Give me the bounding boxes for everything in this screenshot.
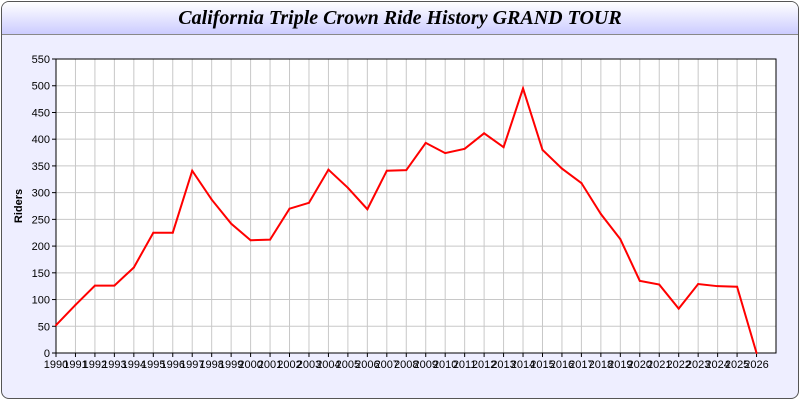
x-tick-label: 2014 [511, 359, 535, 371]
data-point [307, 201, 310, 204]
x-tick-label: 2008 [394, 359, 418, 371]
data-point [677, 307, 680, 310]
x-tick-label: 1996 [161, 359, 185, 371]
data-point [697, 283, 700, 286]
x-tick-label: 2019 [608, 359, 632, 371]
x-tick-label: 2009 [413, 359, 437, 371]
x-tick-label: 2024 [705, 359, 729, 371]
x-tick-label: 2005 [336, 359, 360, 371]
data-point [638, 279, 641, 282]
x-tick-label: 2015 [530, 359, 554, 371]
data-point [93, 284, 96, 287]
x-tick-label: 2002 [277, 359, 301, 371]
x-tick-label: 2011 [453, 359, 477, 371]
x-tick-label: 2016 [550, 359, 574, 371]
x-tick-label: 2026 [744, 359, 768, 371]
y-tick-label: 350 [32, 161, 50, 173]
x-tick-label: 2017 [569, 359, 593, 371]
data-point [191, 169, 194, 172]
x-tick-label: 1992 [83, 359, 107, 371]
data-point [327, 168, 330, 171]
y-tick-label: 100 [32, 295, 50, 307]
x-tick-label: 2018 [589, 359, 613, 371]
data-point [230, 222, 233, 225]
x-tick-label: 2012 [472, 359, 496, 371]
data-point [658, 283, 661, 286]
plot-area [56, 59, 776, 353]
data-point [288, 207, 291, 210]
data-point [424, 141, 427, 144]
data-point [210, 198, 213, 201]
chart-title: California Triple Crown Ride History GRA… [178, 7, 622, 29]
data-point [522, 87, 525, 90]
data-point [405, 169, 408, 172]
data-point [346, 186, 349, 189]
y-tick-label: 250 [32, 214, 50, 226]
data-point [366, 208, 369, 211]
x-tick-label: 1991 [63, 359, 87, 371]
x-tick-label: 2000 [238, 359, 262, 371]
data-point [541, 148, 544, 151]
y-tick-label: 300 [32, 188, 50, 200]
x-tick-label: 2022 [666, 359, 690, 371]
x-tick-label: 2025 [725, 359, 749, 371]
x-tick-label: 2007 [375, 359, 399, 371]
y-tick-label: 550 [32, 54, 50, 66]
x-tick-label: 2003 [297, 359, 321, 371]
x-tick-label: 1990 [44, 359, 68, 371]
y-tick-label: 400 [32, 134, 50, 146]
y-tick-label: 200 [32, 241, 50, 253]
data-point [171, 231, 174, 234]
data-point [716, 285, 719, 288]
data-point [55, 324, 57, 327]
x-tick-label: 2010 [433, 359, 457, 371]
x-tick-label: 2023 [686, 359, 710, 371]
x-tick-label: 1995 [141, 359, 165, 371]
data-point [132, 266, 135, 269]
data-point [74, 303, 77, 306]
x-tick-label: 1997 [180, 359, 204, 371]
data-point [560, 167, 563, 170]
y-tick-label: 450 [32, 107, 50, 119]
data-point [269, 238, 272, 241]
y-tick-label: 150 [32, 268, 50, 280]
x-tick-label: 1993 [102, 359, 126, 371]
x-tick-label: 1999 [219, 359, 243, 371]
x-tick-label: 2020 [628, 359, 652, 371]
x-tick-label: 2004 [316, 359, 340, 371]
data-point [249, 239, 252, 242]
data-point [599, 213, 602, 216]
data-point [113, 284, 116, 287]
y-tick-label: 50 [38, 321, 50, 333]
y-axis-label: Riders [13, 189, 25, 223]
x-tick-label: 1994 [122, 359, 146, 371]
data-point [444, 152, 447, 155]
y-tick-label: 0 [44, 348, 50, 360]
data-point [755, 352, 758, 354]
data-point [502, 146, 505, 149]
y-tick-label: 500 [32, 81, 50, 93]
data-point [736, 285, 739, 288]
x-tick-label: 1998 [199, 359, 223, 371]
plot-border [55, 58, 777, 354]
data-point [619, 238, 622, 241]
title-bar: California Triple Crown Ride History GRA… [2, 2, 798, 35]
data-point [483, 132, 486, 135]
x-tick-label: 2001 [258, 359, 282, 371]
x-tick-label: 2021 [647, 359, 671, 371]
x-tick-label: 2006 [355, 359, 379, 371]
data-point [385, 169, 388, 172]
data-point [463, 147, 466, 150]
x-tick-label: 2013 [491, 359, 515, 371]
data-point [580, 182, 583, 185]
data-point [152, 231, 155, 234]
